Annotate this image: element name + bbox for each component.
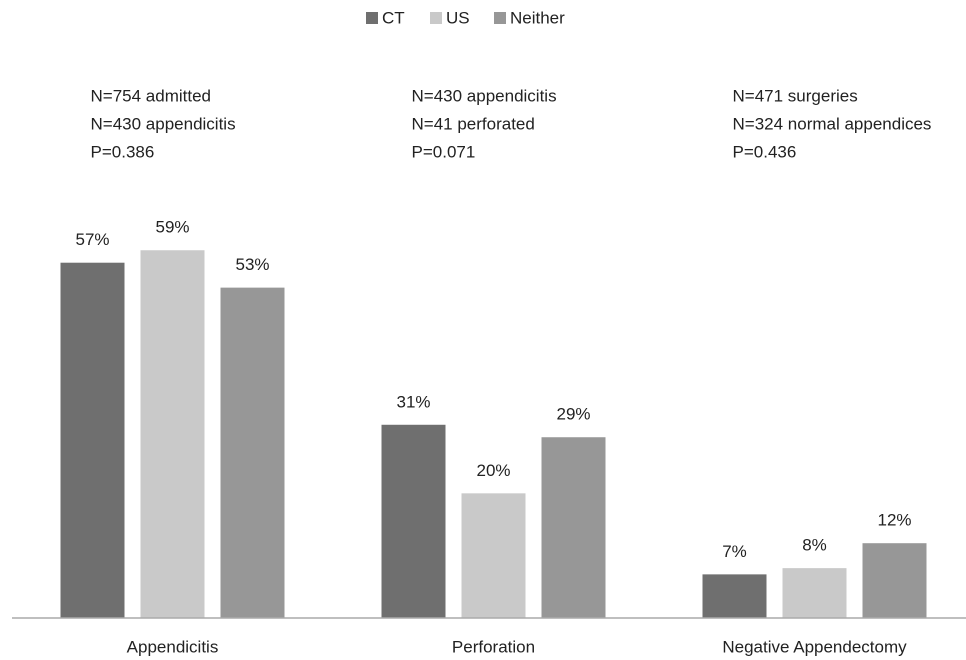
bar — [541, 437, 606, 618]
bar — [702, 574, 767, 618]
x-tick-label: Negative Appendectomy — [722, 637, 907, 656]
annotation: N=324 normal appendices — [733, 114, 932, 133]
legend-label: Neither — [510, 8, 565, 27]
bar — [782, 568, 847, 618]
bar — [60, 262, 125, 618]
annotation: N=41 perforated — [412, 114, 535, 133]
x-tick-label: Perforation — [452, 637, 535, 656]
annotation: P=0.071 — [412, 142, 476, 161]
bar — [381, 424, 446, 618]
data-label: 57% — [75, 230, 109, 249]
legend-swatch — [430, 12, 442, 24]
bar — [862, 543, 927, 618]
data-label: 8% — [802, 536, 827, 555]
data-label: 7% — [722, 542, 747, 561]
annotation: N=471 surgeries — [733, 86, 858, 105]
bar — [140, 250, 205, 618]
annotation: N=754 admitted — [91, 86, 212, 105]
data-label: 31% — [396, 392, 430, 411]
bar — [461, 493, 526, 618]
legend-swatch — [494, 12, 506, 24]
annotation: P=0.386 — [91, 142, 155, 161]
legend-label: CT — [382, 8, 405, 27]
legend-label: US — [446, 8, 470, 27]
data-label: 53% — [235, 255, 269, 274]
data-label: 29% — [556, 405, 590, 424]
data-label: 59% — [155, 218, 189, 237]
data-label: 12% — [877, 511, 911, 530]
annotation: P=0.436 — [733, 142, 797, 161]
annotation: N=430 appendicitis — [412, 86, 557, 105]
annotation: N=430 appendicitis — [91, 114, 236, 133]
data-label: 20% — [476, 461, 510, 480]
bar — [220, 287, 285, 618]
x-tick-label: Appendicitis — [127, 637, 219, 656]
legend-swatch — [366, 12, 378, 24]
